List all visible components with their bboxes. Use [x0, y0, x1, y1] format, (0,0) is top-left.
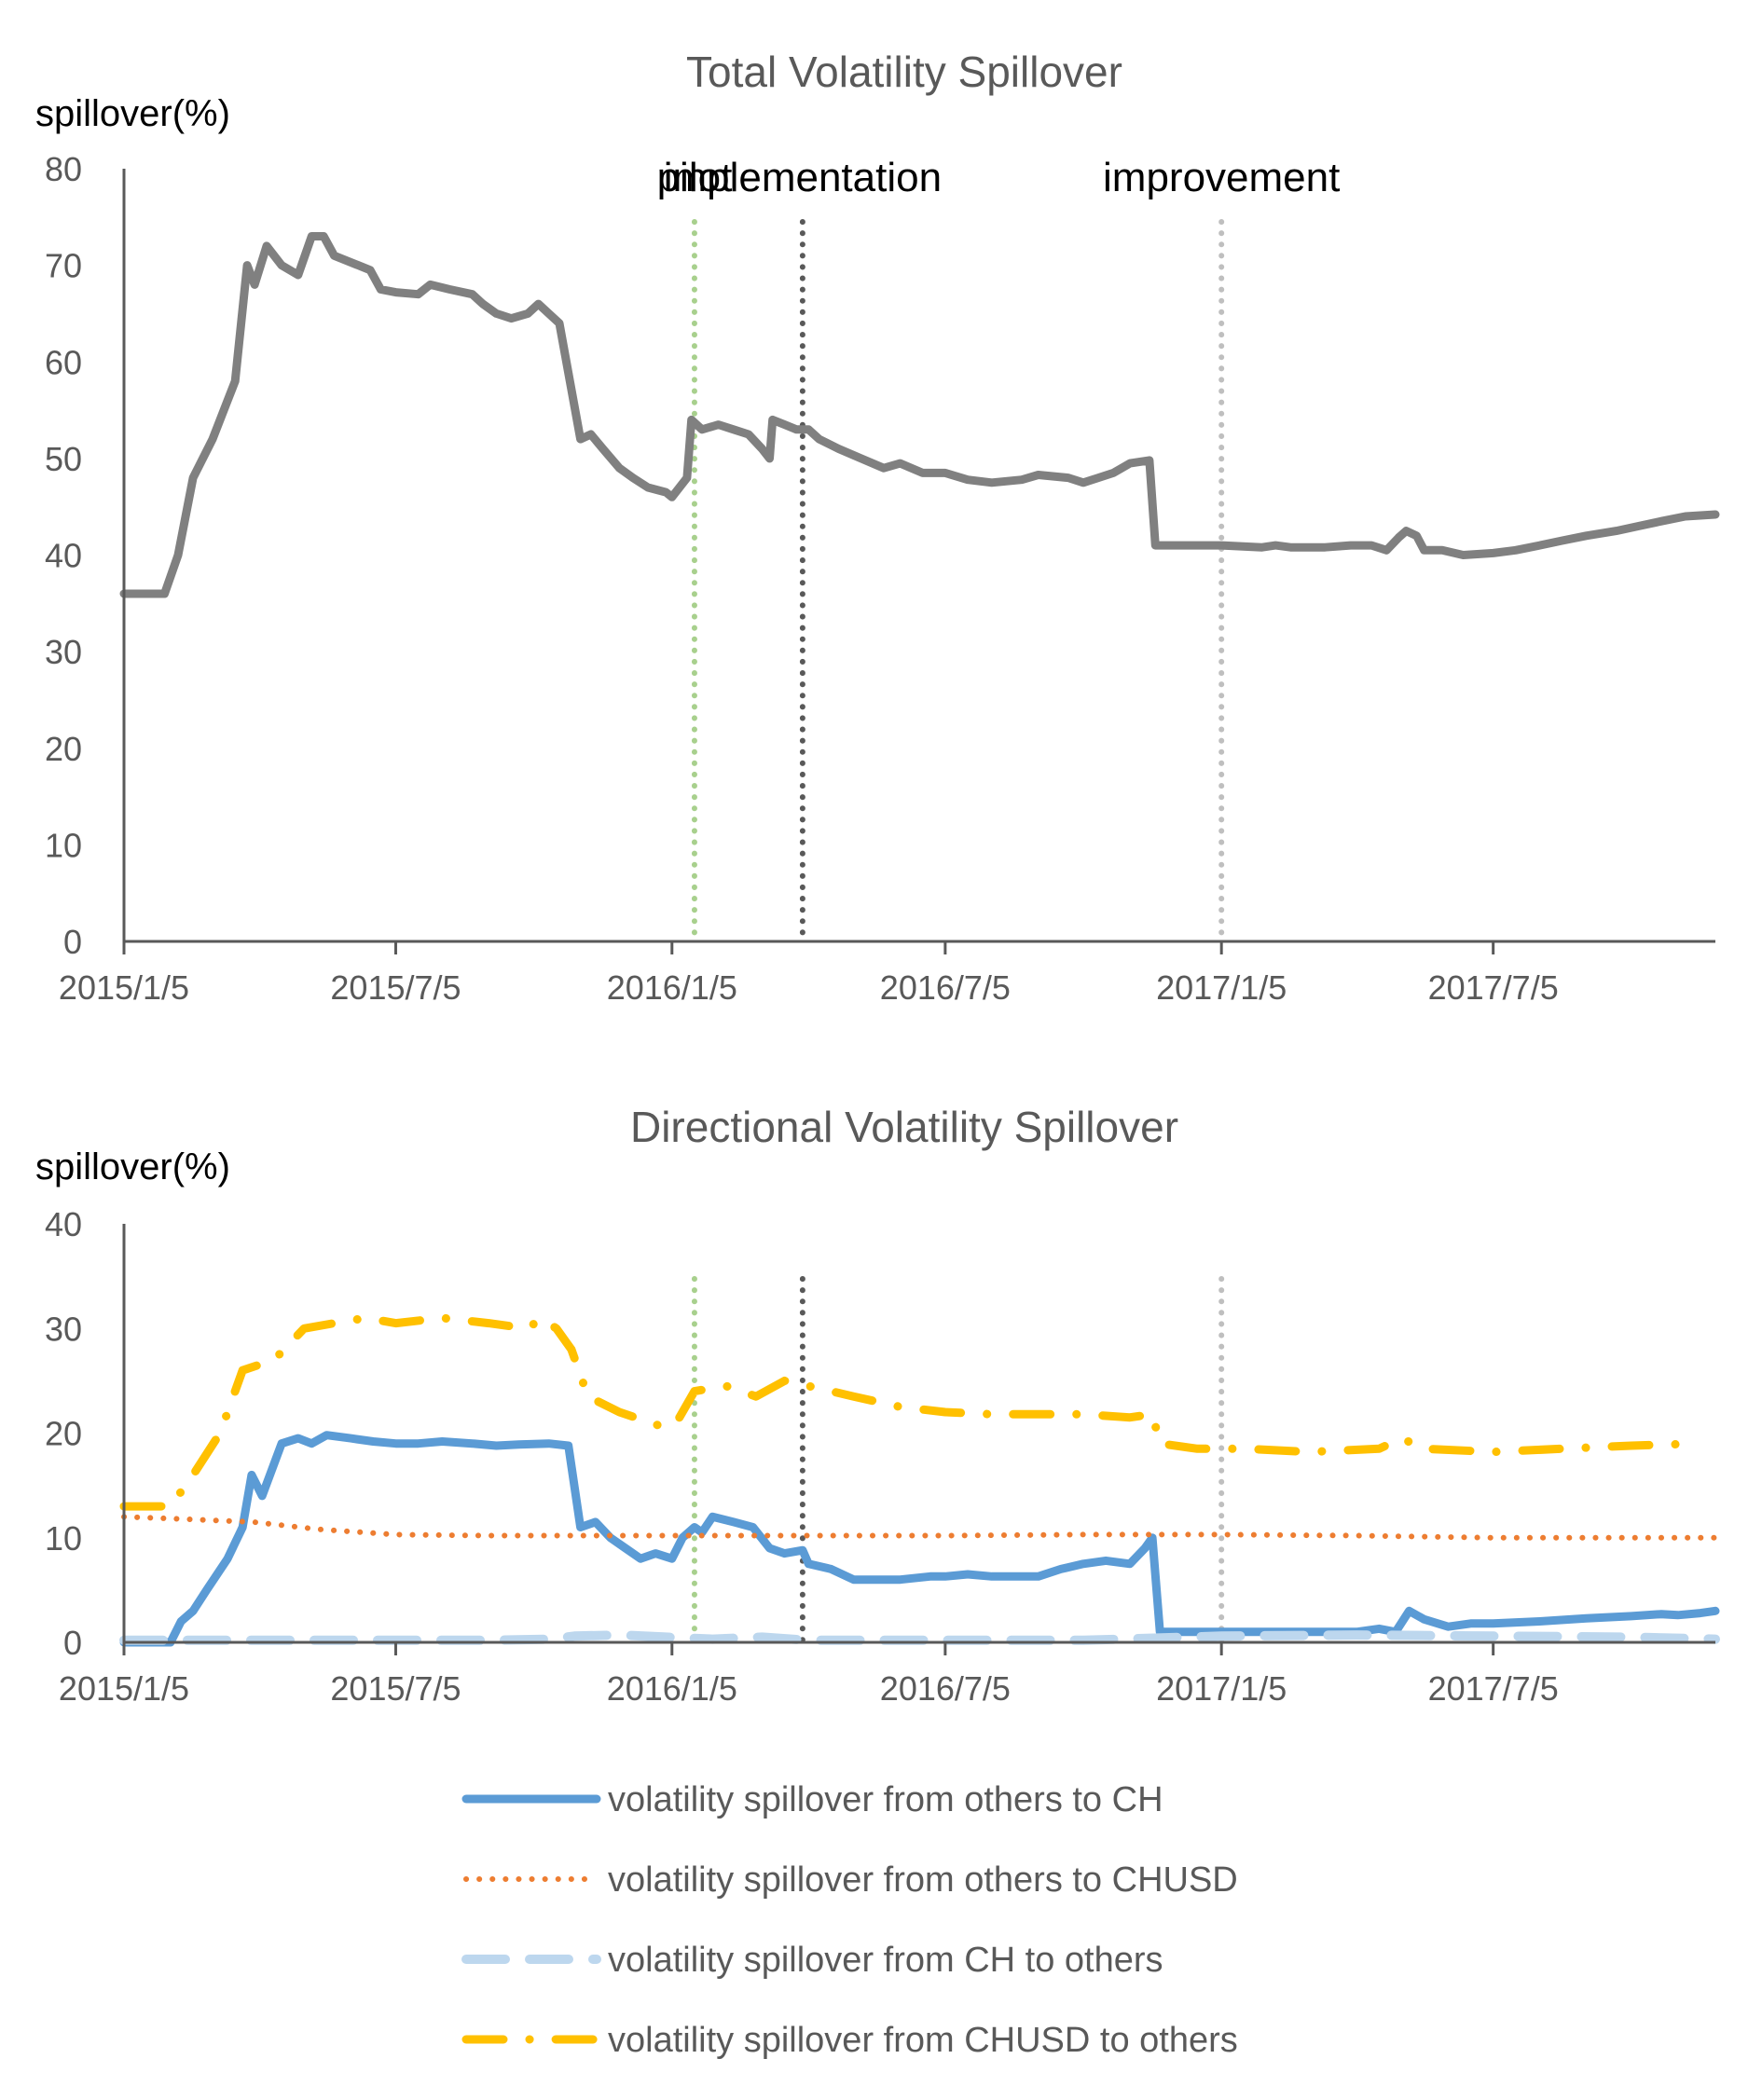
event-label: improvement	[1103, 155, 1340, 200]
y-tick-label: 10	[45, 1519, 82, 1558]
chart2-axes	[122, 1224, 1715, 1644]
x-tick-label: 2016/7/5	[880, 1669, 1011, 1708]
series-line	[121, 1514, 1718, 1541]
x-tick-label: 2015/7/5	[330, 1669, 461, 1708]
chart2-legend: volatility spillover from others to CH vo…	[461, 1780, 1238, 2060]
x-tick-label: 2017/7/5	[1428, 1669, 1559, 1708]
chart1-series	[119, 232, 1720, 598]
series-line	[119, 232, 1720, 598]
chart1-x-ticks: 2015/1/5 2015/7/5 2016/1/5 2016/7/5 2017/1/5…	[59, 941, 1559, 1007]
x-tick-label: 2016/7/5	[880, 968, 1011, 1007]
chart1-axes	[122, 169, 1715, 943]
y-tick-label: 20	[45, 1415, 82, 1453]
x-tick-label: 2015/7/5	[330, 968, 461, 1007]
legend-label: volatility spillover from CHUSD to other…	[608, 2021, 1238, 2060]
y-tick-label: 50	[45, 440, 82, 478]
x-tick-label: 2015/1/5	[59, 968, 189, 1007]
y-tick-label: 20	[45, 730, 82, 768]
chart1-y-axis-label: spillover(%)	[35, 93, 230, 134]
y-tick-label: 40	[45, 537, 82, 575]
legend-label: volatility spillover from others to CH	[608, 1780, 1163, 1819]
legend-label: volatility spillover from CH to others	[608, 1941, 1163, 1980]
chart2-x-ticks: 2015/1/5 2015/7/5 2016/1/5 2016/7/5 2017/1/5…	[59, 1642, 1559, 1708]
series-line	[119, 1313, 1705, 1511]
x-tick-label: 2016/1/5	[607, 968, 737, 1007]
y-tick-label: 0	[63, 1624, 82, 1662]
x-tick-label: 2017/1/5	[1156, 1669, 1287, 1708]
y-tick-label: 30	[45, 633, 82, 671]
chart2-event-lines	[691, 1276, 1225, 1645]
y-tick-label: 80	[45, 150, 82, 188]
x-tick-label: 2017/7/5	[1428, 968, 1559, 1007]
x-tick-label: 2017/1/5	[1156, 968, 1287, 1007]
y-tick-label: 30	[45, 1310, 82, 1348]
directional-spillover-chart: Directional Volatility Spillover spillov…	[35, 1103, 1720, 2060]
event-label: pilot	[657, 155, 733, 200]
chart1-y-ticks: 0 10 20 30 40 50 60 70 80	[45, 150, 82, 961]
y-tick-label: 40	[45, 1205, 82, 1243]
chart2-title: Directional Volatility Spillover	[630, 1103, 1178, 1151]
chart1-title: Total Volatility Spillover	[686, 48, 1122, 96]
event-label: implementation	[664, 155, 942, 200]
y-tick-label: 10	[45, 826, 82, 864]
chart2-series	[119, 1313, 1720, 1647]
y-tick-label: 60	[45, 343, 82, 381]
legend-label: volatility spillover from others to CHUS…	[608, 1860, 1238, 1900]
y-tick-label: 0	[63, 923, 82, 961]
x-tick-label: 2016/1/5	[607, 1669, 737, 1708]
total-spillover-chart: Total Volatility Spillover spillover(%) …	[35, 48, 1720, 1007]
series-line	[119, 1630, 1720, 1645]
chart2-y-ticks: 0 10 20 30 40	[45, 1205, 82, 1662]
x-tick-label: 2015/1/5	[59, 1669, 189, 1708]
chart2-y-axis-label: spillover(%)	[35, 1146, 230, 1187]
y-tick-label: 70	[45, 247, 82, 285]
